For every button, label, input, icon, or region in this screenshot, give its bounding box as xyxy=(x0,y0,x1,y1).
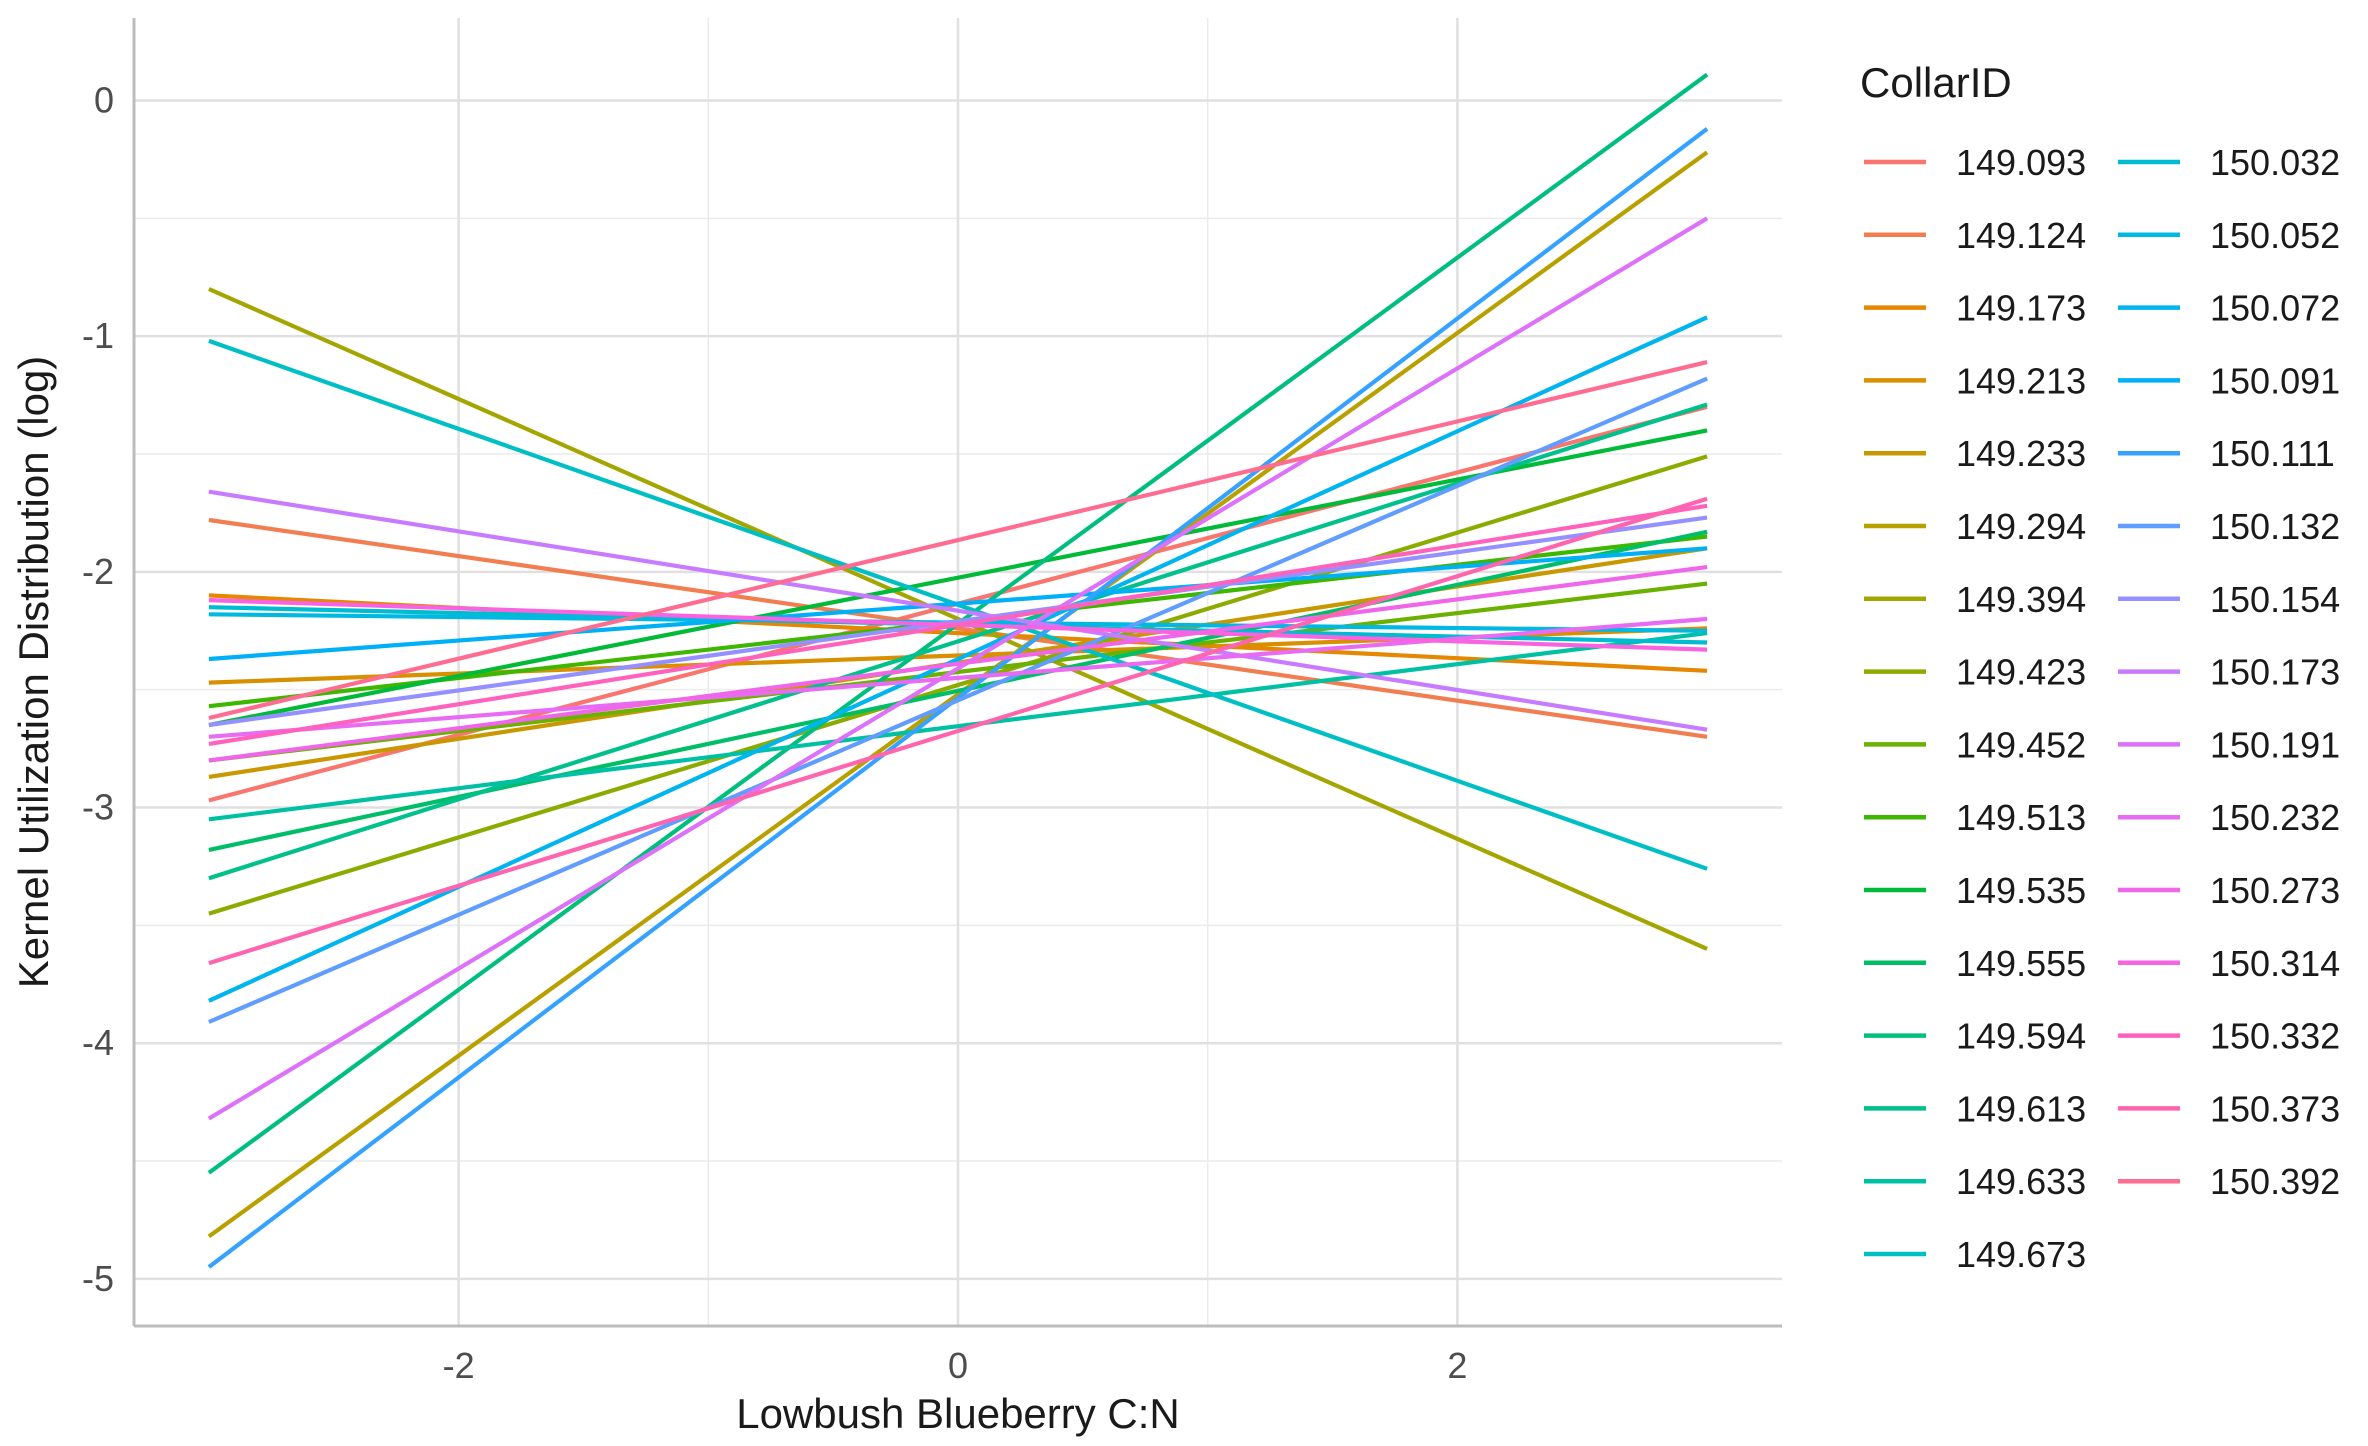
legend-title: CollarID xyxy=(1860,59,2012,106)
y-tick-label: -3 xyxy=(82,787,114,828)
x-tick-label: -2 xyxy=(443,1345,475,1386)
legend-label-150.132: 150.132 xyxy=(2210,506,2340,547)
series-group xyxy=(207,72,1709,1269)
series-line-149.613 xyxy=(208,402,1708,881)
legend-label-149.613: 149.613 xyxy=(1956,1088,2086,1129)
legend: CollarID 149.093 149.124 149.173 149.213 149… xyxy=(1860,59,2340,1275)
legend-label-149.213: 149.213 xyxy=(1956,360,2086,401)
series-line-150.392 xyxy=(208,360,1708,721)
legend-label-150.232: 150.232 xyxy=(2210,797,2340,838)
series-line-150.173 xyxy=(208,489,1708,732)
y-tick-label: -4 xyxy=(82,1022,114,1063)
y-tick-label: -5 xyxy=(82,1258,114,1299)
axes xyxy=(132,18,1782,1328)
legend-label-149.535: 149.535 xyxy=(1956,870,2086,911)
legend-label-150.052: 150.052 xyxy=(2210,215,2340,256)
series-line-149.294 xyxy=(207,150,1709,1239)
legend-label-149.594: 149.594 xyxy=(1956,1016,2086,1057)
legend-label-150.332: 150.332 xyxy=(2210,1016,2340,1057)
legend-label-149.555: 149.555 xyxy=(1956,943,2086,984)
legend-label-150.191: 150.191 xyxy=(2210,724,2340,765)
legend-label-150.072: 150.072 xyxy=(2210,288,2340,329)
series-line-149.423 xyxy=(208,454,1708,916)
legend-label-149.633: 149.633 xyxy=(1956,1161,2086,1202)
legend-label-150.273: 150.273 xyxy=(2210,870,2340,911)
legend-label-150.111: 150.111 xyxy=(2210,433,2335,474)
series-line-149.555 xyxy=(208,529,1708,852)
legend-label-150.314: 150.314 xyxy=(2210,943,2340,984)
legend-label-149.452: 149.452 xyxy=(1956,724,2086,765)
series-line-150.091 xyxy=(208,546,1708,662)
series-line-150.132 xyxy=(208,376,1708,1024)
series-line-149.535 xyxy=(208,428,1708,728)
legend-label-150.173: 150.173 xyxy=(2210,652,2340,693)
legend-label-149.124: 149.124 xyxy=(1956,215,2086,256)
series-line-149.124 xyxy=(208,517,1708,739)
series-line-149.452 xyxy=(208,581,1708,763)
series-line-150.373 xyxy=(208,496,1708,966)
series-line-150.273 xyxy=(208,565,1708,763)
legend-label-150.154: 150.154 xyxy=(2210,579,2340,620)
legend-label-149.093: 149.093 xyxy=(1956,142,2086,183)
legend-label-149.423: 149.423 xyxy=(1956,652,2086,693)
legend-label-149.513: 149.513 xyxy=(1956,797,2086,838)
y-axis-title: Kernel Utilization Distribution (log) xyxy=(10,356,57,989)
series-line-150.232 xyxy=(208,616,1708,739)
legend-label-149.394: 149.394 xyxy=(1956,579,2086,620)
legend-label-149.173: 149.173 xyxy=(1956,288,2086,329)
x-tick-label: 0 xyxy=(948,1345,968,1386)
grid xyxy=(134,18,1782,1326)
x-axis-title: Lowbush Blueberry C:N xyxy=(736,1390,1180,1437)
legend-label-150.091: 150.091 xyxy=(2210,360,2340,401)
legend-label-149.294: 149.294 xyxy=(1956,506,2086,547)
legend-label-150.032: 150.032 xyxy=(2210,142,2340,183)
series-line-149.633 xyxy=(208,631,1708,822)
series-line-150.332 xyxy=(208,503,1708,746)
legend-label-149.673: 149.673 xyxy=(1956,1234,2086,1275)
series-line-150.111 xyxy=(207,127,1709,1269)
y-tick-label: -1 xyxy=(82,315,114,356)
legend-label-149.233: 149.233 xyxy=(1956,433,2086,474)
series-line-150.154 xyxy=(208,515,1708,728)
legend-label-150.392: 150.392 xyxy=(2210,1161,2340,1202)
series-line-150.191 xyxy=(207,216,1709,1121)
legend-label-150.373: 150.373 xyxy=(2210,1088,2340,1129)
tick-labels: -2 0 2 0 -1 -2 -3 -4 -5 xyxy=(82,79,1467,1386)
y-tick-label: -2 xyxy=(82,551,114,592)
x-tick-label: 2 xyxy=(1447,1345,1467,1386)
y-tick-label: 0 xyxy=(94,79,114,120)
series-line-149.394 xyxy=(208,287,1708,951)
